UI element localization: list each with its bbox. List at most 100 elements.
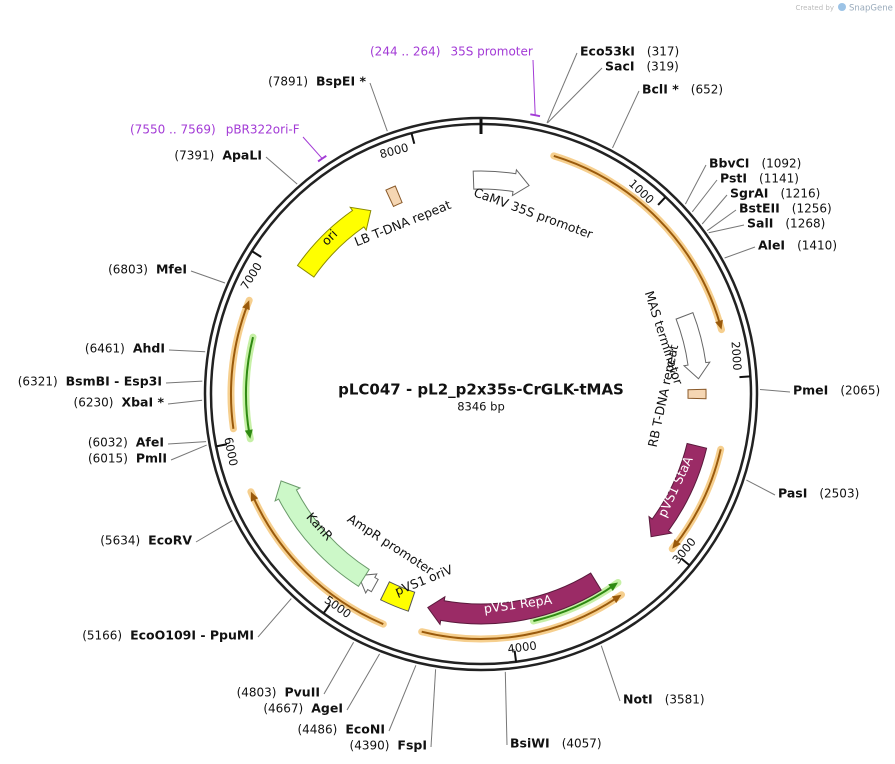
tick-mark [251, 250, 262, 258]
primer-marker [317, 154, 327, 163]
feature-head [242, 300, 250, 311]
site-leader [691, 179, 718, 213]
site-name: ApaLI [222, 148, 262, 163]
feature [648, 442, 708, 538]
tick-label: 4000 [507, 638, 538, 656]
site-leader [388, 665, 417, 732]
site-name: NotI [623, 692, 653, 707]
site-leader [323, 641, 355, 695]
site-name: FspI [397, 738, 427, 753]
primer-leader [532, 59, 536, 116]
site-name: BstEII [739, 201, 780, 216]
site-position: (2065) [840, 384, 880, 398]
site-leader [257, 598, 292, 638]
site-position: (1410) [797, 239, 837, 253]
primer-marker [530, 113, 541, 118]
brand: SnapGene [849, 4, 893, 14]
site-name: BspEI * [316, 74, 366, 89]
site-position: (6015) [88, 452, 128, 466]
feature-head [608, 582, 618, 591]
site-leader [684, 164, 707, 205]
site-position: (3581) [665, 693, 705, 707]
site-leader [759, 389, 791, 393]
site-name: BbvCI [709, 156, 749, 171]
feature-arc [674, 449, 722, 546]
site-leader [265, 156, 298, 185]
tick-mark [680, 557, 691, 567]
site-position: (1092) [761, 157, 801, 171]
site-name: AfeI [136, 435, 164, 450]
feature-head [244, 429, 253, 439]
site-position: (6032) [88, 436, 128, 450]
tick-label: 6000 [221, 436, 240, 467]
site-position: (5634) [100, 534, 140, 548]
site-position: (6461) [85, 342, 125, 356]
feature-arc [421, 596, 619, 640]
site-position: (317) [647, 45, 679, 59]
credit: Created by [795, 4, 834, 12]
feature [472, 168, 530, 197]
site-leader [701, 194, 728, 225]
site-position: (1268) [785, 217, 825, 231]
site-leader [346, 653, 381, 711]
feature [687, 388, 707, 400]
site-name: PmlI [136, 451, 167, 466]
site-leader [546, 52, 578, 124]
site-position: (4667) [263, 702, 303, 716]
feature-label: RB T-DNA repeat [645, 343, 681, 448]
site-name: EcoRV [148, 533, 192, 548]
site-leader [746, 479, 776, 496]
tick-label: 7000 [238, 260, 265, 292]
site-position: (6803) [108, 263, 148, 277]
feature-arc [230, 304, 249, 429]
site-leader [724, 246, 756, 259]
site-position: (7891) [268, 75, 308, 89]
plasmid-size: 8346 bp [457, 400, 505, 414]
site-leader [430, 669, 437, 748]
feature-head [715, 319, 723, 330]
feature-arc [251, 495, 384, 626]
site-name: PmeI [793, 383, 828, 398]
site-position: (319) [647, 60, 679, 74]
feature [385, 185, 403, 208]
tick-mark [322, 603, 331, 614]
site-name: AgeI [311, 701, 343, 716]
site-position: (4390) [350, 739, 390, 753]
feature-head [250, 491, 259, 502]
primer-range: (244 .. 264) [370, 45, 440, 59]
site-leader [195, 520, 233, 543]
site-position: (4057) [562, 737, 602, 751]
feature-head [611, 594, 622, 604]
site-leader [190, 270, 226, 284]
tick-mark [657, 196, 667, 206]
feature [296, 206, 372, 278]
brand-icon [838, 3, 846, 11]
feature [427, 572, 602, 626]
site-name: EcoO109I - PpuMI [130, 628, 254, 643]
feature-arc [245, 336, 254, 435]
primer-name: pBR322ori-F [226, 123, 300, 137]
site-name: BclI * [642, 82, 679, 97]
site-position: (652) [691, 83, 723, 97]
site-leader [170, 444, 207, 461]
site-position: (1256) [792, 202, 832, 216]
tick-mark [739, 375, 751, 379]
site-position: (1216) [780, 187, 820, 201]
site-name: XbaI * [121, 395, 164, 410]
site-name: BsiWI [510, 736, 550, 751]
site-leader [504, 671, 508, 746]
site-leader [168, 349, 206, 353]
tick-label: 3000 [669, 535, 698, 567]
feature [274, 480, 370, 587]
site-name: BsmBI - Esp3I [66, 374, 162, 389]
site-leader [167, 441, 207, 445]
site-position: (4486) [297, 723, 337, 737]
site-position: (1141) [759, 172, 799, 186]
site-name: PasI [778, 486, 807, 501]
tick-mark [513, 650, 518, 662]
tick-label: 2000 [729, 341, 745, 371]
feature [379, 581, 416, 612]
feature-label: CaMV 35S promoter [472, 185, 596, 242]
